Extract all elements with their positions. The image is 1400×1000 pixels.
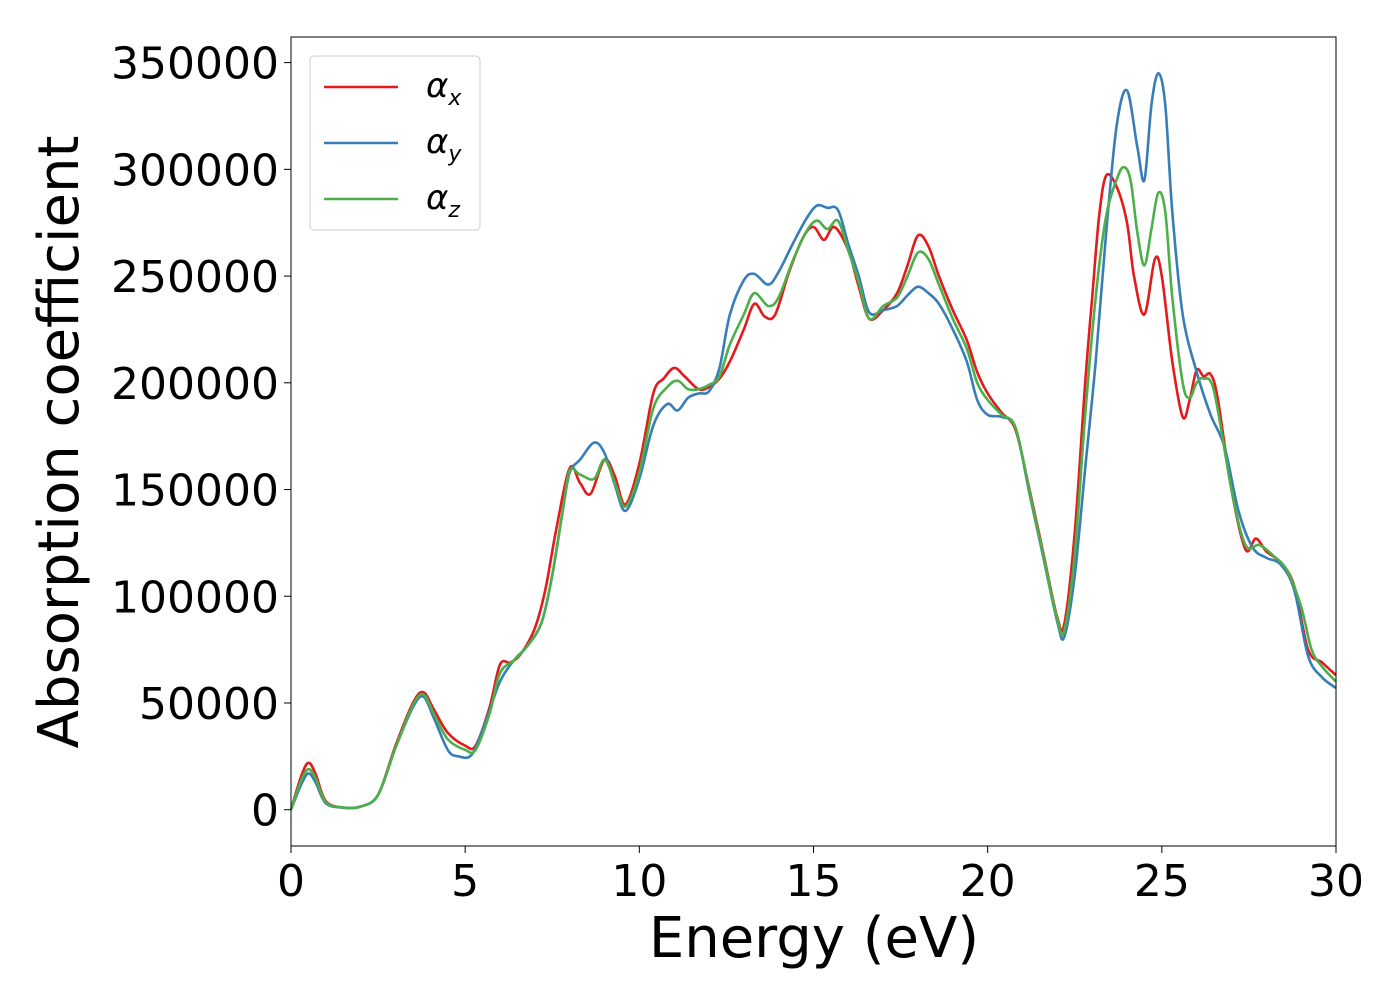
legend-label-x: αx (426, 66, 462, 111)
legend-label-subscript: y (447, 142, 462, 167)
y-tick-label: 350000 (111, 39, 279, 90)
y-axis-ticks: 0 50000 100000 150000 200000 250000 300000 3500… (111, 39, 291, 837)
x-tick-label: 25 (1134, 856, 1190, 907)
y-tick-label: 200000 (111, 359, 279, 410)
y-tick-label: 100000 (111, 572, 279, 623)
series-layer (289, 72, 1337, 811)
y-axis-title: Absorption coefficient (27, 136, 92, 749)
x-tick-label: 10 (611, 856, 667, 907)
x-tick-label: 5 (451, 856, 479, 907)
legend-label-z: αz (426, 178, 460, 223)
x-axis-title: Energy (eV) (649, 906, 979, 971)
y-tick-label: 250000 (111, 252, 279, 303)
x-tick-label: 15 (786, 856, 842, 907)
series-line-x (289, 172, 1337, 811)
legend-label-symbol: α (426, 178, 448, 218)
x-tick-label: 30 (1308, 856, 1364, 907)
legend-label-symbol: α (426, 122, 448, 162)
series-line-y (289, 72, 1337, 811)
y-tick-label: 50000 (139, 679, 279, 730)
legend-label-y: αy (426, 122, 462, 167)
y-tick-label: 300000 (111, 145, 279, 196)
legend-label-subscript: x (447, 86, 462, 111)
legend-label-symbol: α (426, 66, 448, 106)
series-line-z (289, 165, 1337, 811)
y-tick-label: 0 (251, 786, 279, 837)
x-tick-label: 20 (960, 856, 1016, 907)
y-tick-label: 150000 (111, 466, 279, 517)
plot-area-frame (290, 36, 1337, 847)
x-axis-ticks: 0 5 10 15 20 25 30 (277, 846, 1364, 907)
x-tick-label: 0 (277, 856, 305, 907)
legend-label-subscript: z (447, 198, 460, 223)
